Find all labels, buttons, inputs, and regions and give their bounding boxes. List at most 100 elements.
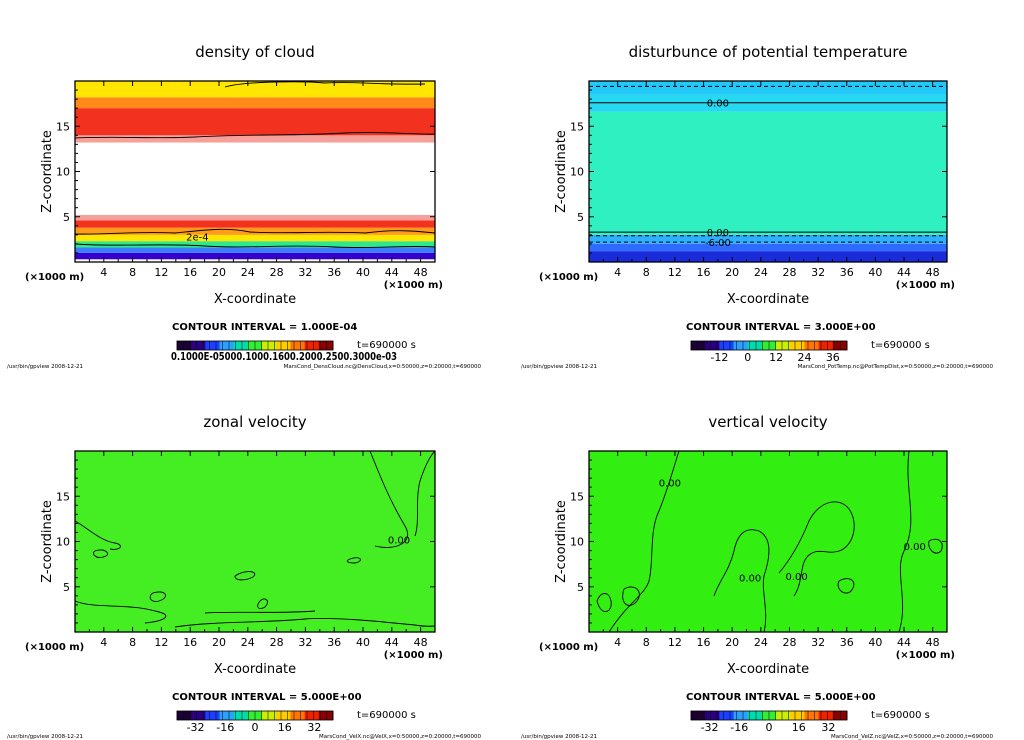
x-tick-label: 28 (782, 266, 796, 279)
shade-band (75, 220, 435, 228)
x-tick-label: 32 (298, 636, 312, 649)
colorbar-label: 24 (797, 351, 811, 364)
plot-area: 0.00 (75, 451, 435, 632)
y-axis-label: Z-coordinate (40, 500, 55, 583)
x-tick-label: 32 (811, 636, 825, 649)
colorbar-label: -12 (710, 351, 728, 364)
time-text: t=690000 s (357, 710, 416, 721)
colorbar-segment (219, 341, 235, 350)
chart-title: disturbunce of potential temperature (629, 43, 908, 61)
footer-left: /usr/bin/gpview 2008-12-21 (521, 734, 597, 740)
y-unit-label: (×1000 m) (539, 272, 598, 283)
contour-line (928, 538, 943, 554)
x-tick-label: 32 (298, 266, 312, 279)
chart-title: zonal velocity (203, 413, 306, 431)
plot-area: 0.00 0.00 0.00 0.00 (589, 451, 947, 632)
colorbar-segment (832, 711, 848, 720)
colorbar-segment (818, 341, 834, 350)
y-tick-label: 5 (577, 211, 584, 224)
contour-label: 0.00 (659, 479, 681, 490)
y-tick-label: 5 (63, 211, 70, 224)
y-tick-label: 15 (570, 490, 584, 503)
contour-lines (75, 451, 435, 628)
colorbar-segment (304, 711, 320, 720)
x-tick-label: 8 (129, 636, 136, 649)
contour-label: 0.00 (707, 228, 729, 239)
contour-line (75, 243, 435, 249)
contour-label: 0.00 (739, 574, 761, 585)
colorbar-segment (262, 341, 277, 350)
x-axis-label: X-coordinate (727, 292, 809, 307)
contour-label: -6.00 (705, 238, 731, 249)
footer-right: MarsCond_VelZ.nc@VelZ,x=0:50000,z=0:2000… (831, 734, 994, 740)
x-tick-label: 16 (697, 636, 711, 649)
footer-right: MarsCond_PotTemp.nc@PotTempDist,x=0:5000… (798, 364, 994, 370)
contour-lines (596, 451, 943, 632)
colorbar-label: -16 (216, 721, 234, 734)
colorbar-segment (276, 711, 291, 720)
y-axis-label: Z-coordinate (554, 130, 569, 213)
x-tick-label: 28 (270, 266, 284, 279)
contour-line (713, 529, 770, 632)
y-tick-label: 5 (63, 581, 70, 594)
contour-line (898, 451, 912, 632)
x-tick-label: 4 (100, 636, 107, 649)
colorbar-segment (191, 711, 206, 720)
shade-band (75, 214, 435, 221)
colorbar-segment (804, 711, 820, 720)
colorbar-label: 0 (252, 721, 259, 734)
contour-label: 2e-4 (186, 233, 209, 244)
colorbar-segment (233, 711, 249, 720)
colorbar-segment (705, 341, 720, 350)
time-text: t=690000 s (871, 340, 930, 351)
x-tick-label: 44 (897, 636, 911, 649)
contour-line (75, 600, 167, 624)
x-tick-label: 48 (414, 636, 428, 649)
shade-band (589, 234, 947, 244)
contour-line (224, 81, 426, 88)
colorbar-label: 0.1000E-05000.1000.1600.2000.2500.3000e-… (171, 350, 397, 363)
y-unit-label: (×1000 m) (25, 642, 84, 653)
y-tick-label: 10 (570, 166, 584, 179)
contour-line (257, 598, 268, 610)
colorbar-segment (790, 341, 805, 350)
x-tick-label: 12 (668, 266, 682, 279)
colorbar-segment (191, 341, 206, 350)
contour-line (204, 610, 316, 614)
colorbar-label: 36 (826, 351, 840, 364)
shade-band (75, 97, 435, 109)
contour-line (608, 451, 680, 632)
contour-label: 0.00 (904, 542, 926, 553)
x-tick-label: 24 (241, 636, 255, 649)
y-tick-label: 10 (56, 536, 70, 549)
y-unit-label: (×1000 m) (25, 272, 84, 283)
x-axis-label: X-coordinate (727, 662, 809, 677)
colorbar-segment (219, 711, 235, 720)
colorbar-segment (776, 711, 791, 720)
colorbar-segment (205, 711, 221, 720)
x-tick-label: 44 (897, 266, 911, 279)
x-tick-label: 48 (926, 266, 940, 279)
x-tick-label: 4 (614, 636, 621, 649)
y-unit-label: (×1000 m) (539, 642, 598, 653)
chart-title: density of cloud (195, 43, 315, 61)
contour-line (75, 228, 435, 235)
contour-line (414, 451, 435, 537)
x-tick-label: 36 (327, 266, 341, 279)
colorbar-segment (276, 341, 291, 350)
shade-band (75, 81, 435, 98)
shade-band (75, 252, 435, 260)
shade-band (589, 111, 947, 235)
shade-band (589, 251, 947, 262)
x-tick-label: 24 (754, 266, 768, 279)
contour-interval-text: CONTOUR INTERVAL = 5.000E+00 (686, 692, 876, 703)
y-axis-label: Z-coordinate (554, 500, 569, 583)
colorbar-label: -16 (730, 721, 748, 734)
chart-panel-2: disturbunce of potential temperature 0.00… (521, 43, 993, 370)
colorbar-segment (304, 341, 320, 350)
shade-band (75, 241, 435, 248)
plot-area: 2e-4 (75, 81, 435, 262)
footer-left: /usr/bin/gpview 2008-12-21 (7, 734, 83, 740)
